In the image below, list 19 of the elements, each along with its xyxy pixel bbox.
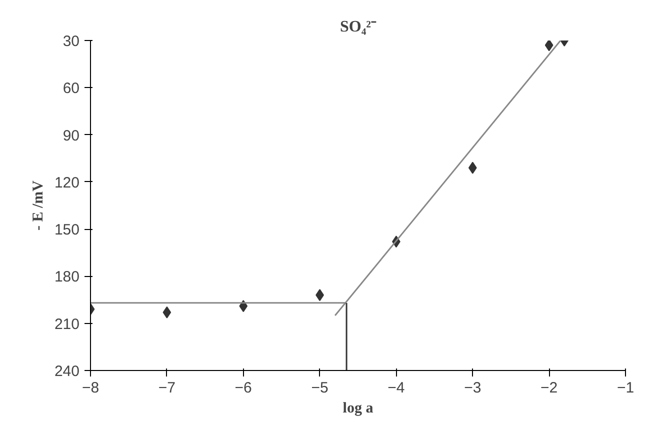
x-tick-label: −8 — [82, 380, 100, 396]
chart-title: SO₄²⁻ — [340, 18, 377, 36]
y-tick-label: 120 — [54, 174, 80, 192]
x-tick-label: −7 — [158, 380, 176, 396]
y-tick-label: 90 — [62, 127, 80, 144]
x-tick-label: −3 — [464, 380, 482, 396]
x-axis-title: log a — [342, 400, 374, 416]
x-tick-label: −5 — [311, 380, 328, 396]
y-tick-label: 210 — [54, 316, 80, 333]
y-tick-label: 180 — [54, 268, 80, 286]
x-tick-label: −4 — [388, 380, 405, 396]
y-axis-title: - E /mV — [30, 180, 46, 230]
y-tick-label: 240 — [54, 363, 80, 380]
y-tick-label: 60 — [62, 80, 80, 98]
x-tick-label: −6 — [234, 380, 252, 396]
y-tick-label: 30 — [62, 33, 80, 50]
y-tick-label: 150 — [54, 222, 80, 239]
x-tick-label: −2 — [540, 380, 558, 396]
x-tick-label: −1 — [616, 380, 634, 396]
